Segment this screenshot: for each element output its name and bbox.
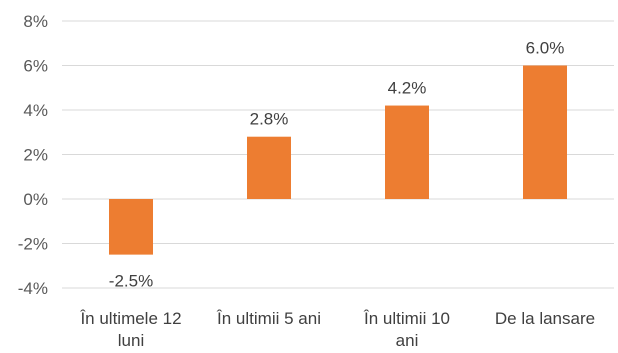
category-label: În ultimii 5 ani [216, 309, 321, 328]
y-tick-label: -2% [18, 235, 48, 254]
data-label: 6.0% [526, 39, 565, 58]
category-label: În ultimii 10 [363, 309, 450, 328]
bars [109, 65, 567, 255]
y-tick-label: 6% [23, 57, 48, 76]
y-tick-label: 2% [23, 146, 48, 165]
data-labels: -2.5% 2.8% 4.2% 6.0% [109, 39, 565, 291]
y-tick-label: 4% [23, 101, 48, 120]
category-label: luni [118, 331, 144, 350]
bar [109, 199, 153, 255]
y-axis-tick-labels: 8% 6% 4% 2% 0% -2% -4% [18, 12, 48, 298]
category-label: ani [396, 331, 419, 350]
y-tick-label: 8% [23, 12, 48, 31]
bar [385, 105, 429, 199]
category-labels: În ultimele 12 luni În ultimii 5 ani În ult… [79, 309, 595, 350]
bar [523, 65, 567, 199]
category-label: În ultimele 12 [79, 309, 181, 328]
data-label: -2.5% [109, 272, 153, 291]
bar [247, 136, 291, 199]
data-label: 2.8% [250, 110, 289, 129]
data-label: 4.2% [388, 79, 427, 98]
gridlines [62, 20, 614, 289]
category-label: De la lansare [495, 309, 595, 328]
y-tick-label: 0% [23, 190, 48, 209]
y-tick-label: -4% [18, 279, 48, 298]
